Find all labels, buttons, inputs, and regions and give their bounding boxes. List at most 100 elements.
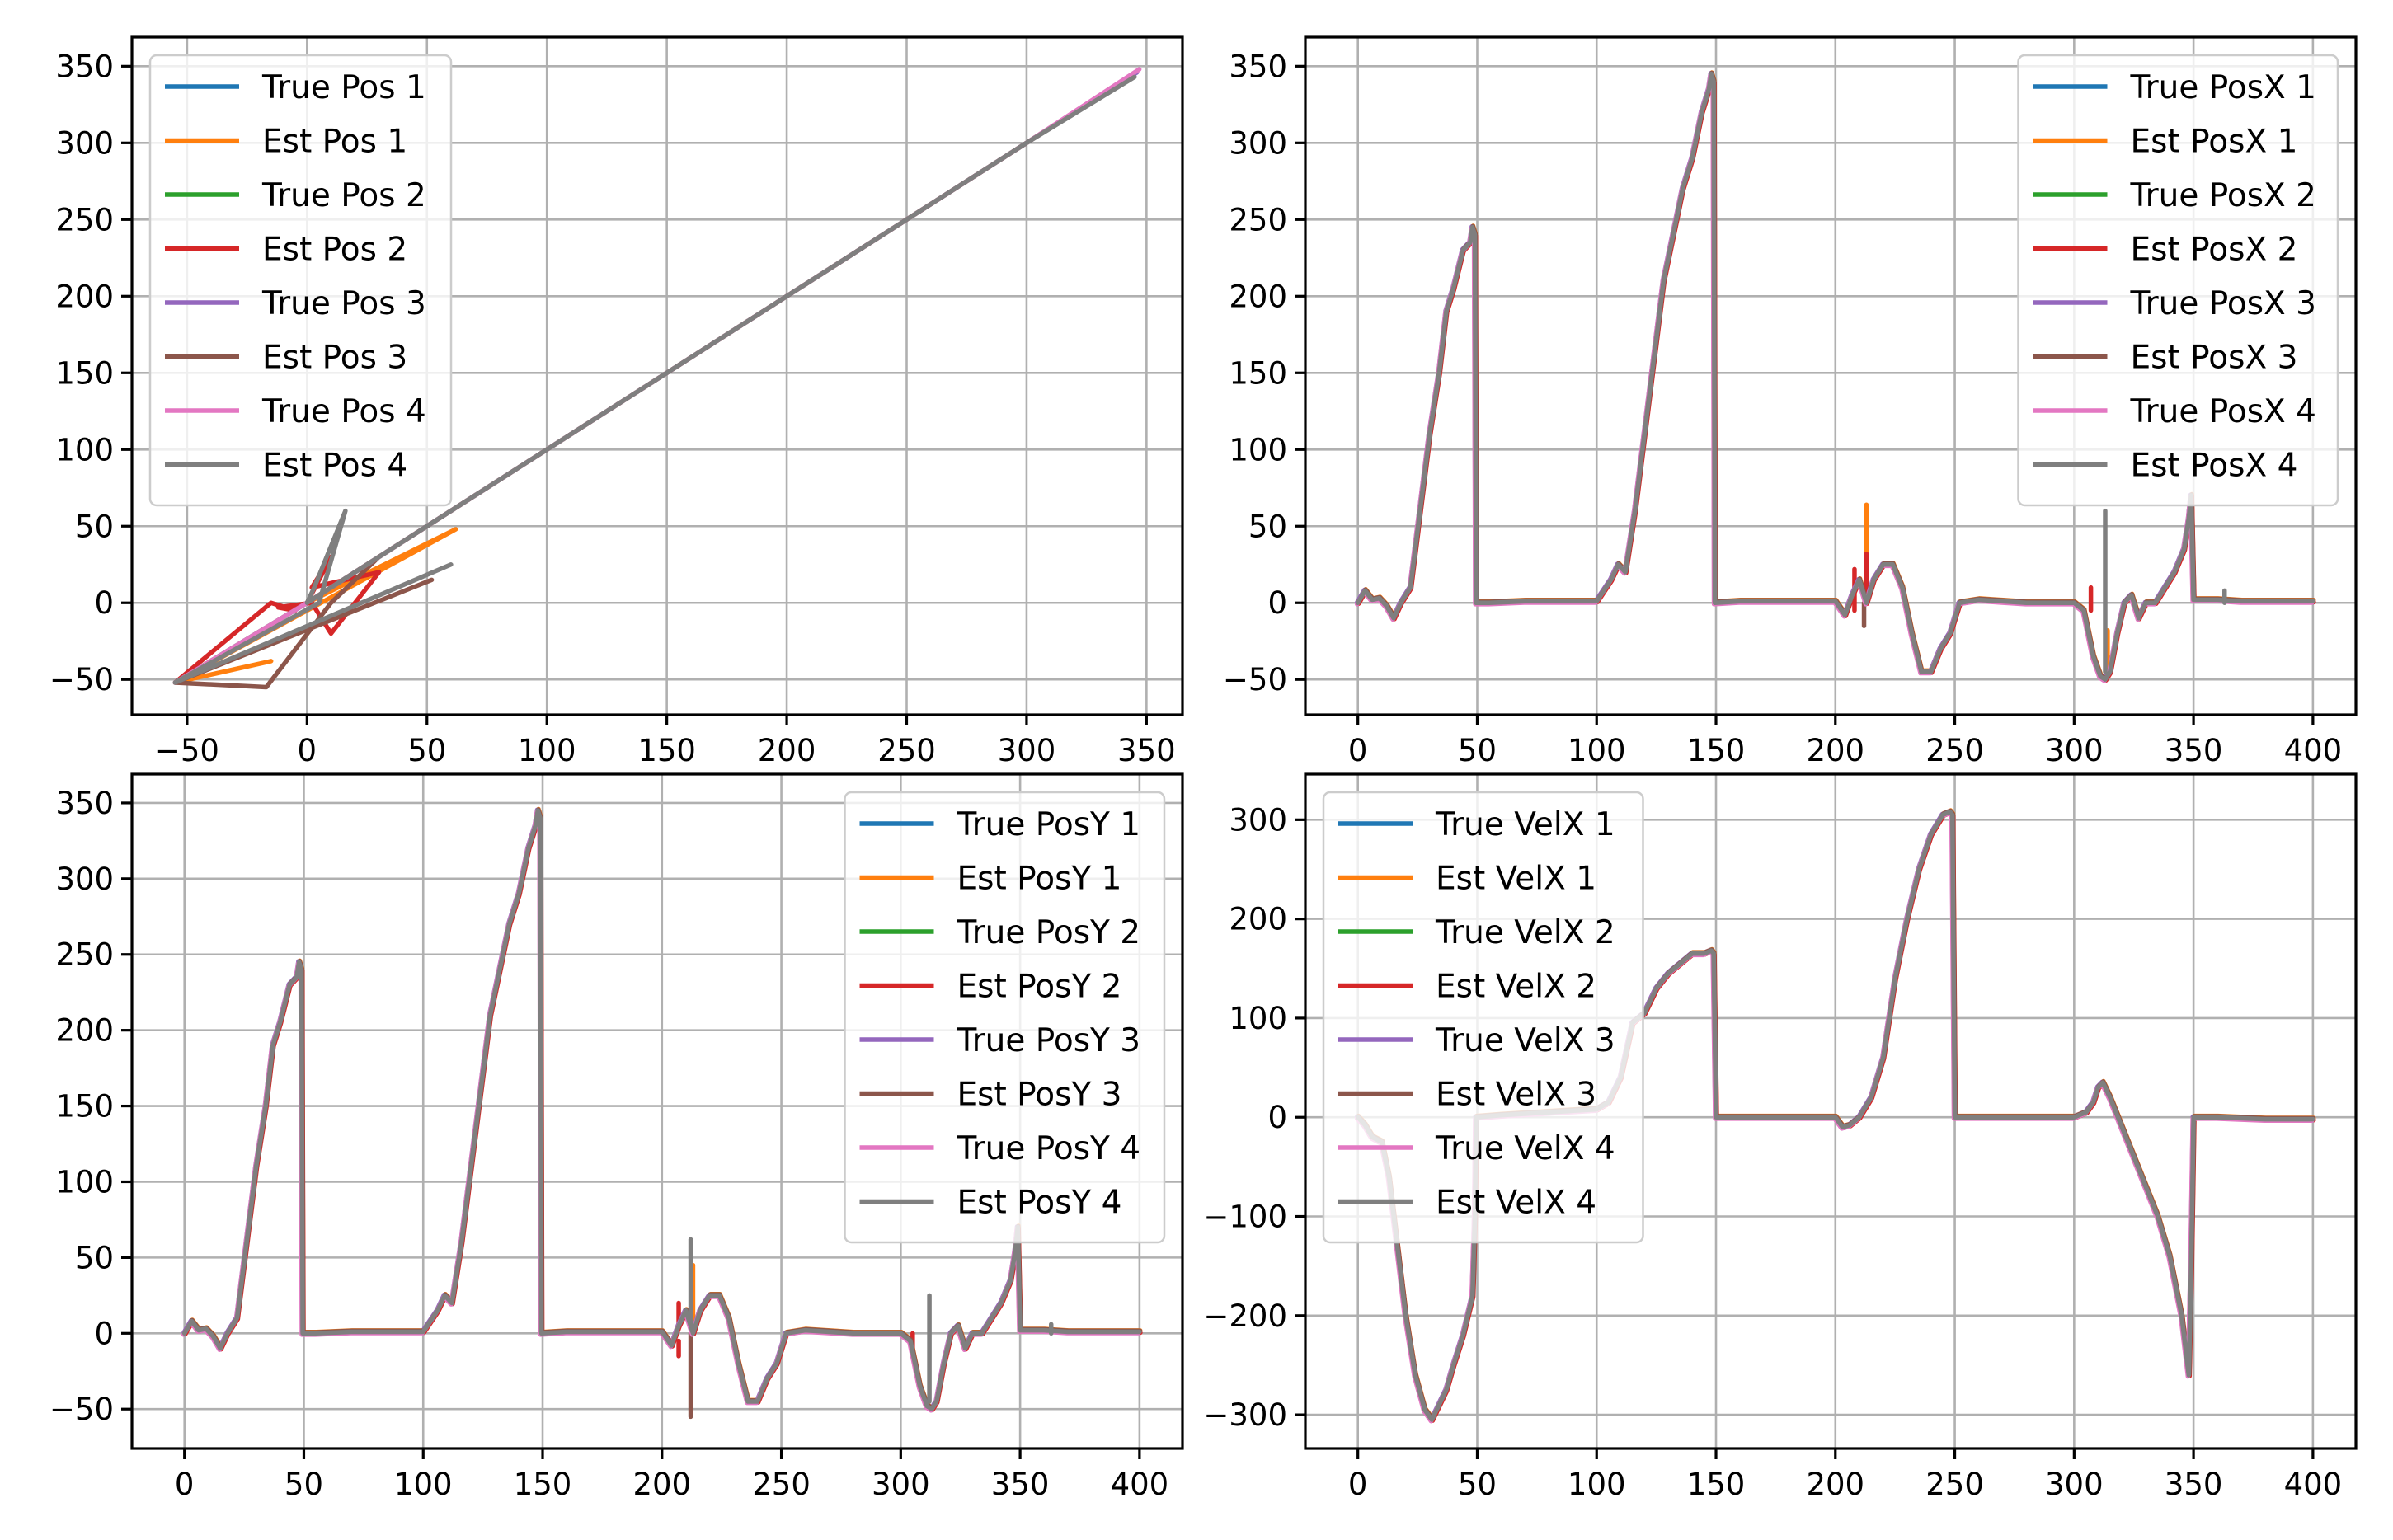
- x-tick-label: 0: [175, 1467, 195, 1502]
- legend-label: Est PosY 4: [957, 1185, 1122, 1222]
- y-tick-label: 50: [1248, 509, 1287, 544]
- y-tick-label: −50: [49, 1392, 114, 1427]
- legend-item: True PosX 3: [2033, 285, 2316, 322]
- x-tick-label: 300: [998, 733, 1056, 768]
- y-tick-label: 100: [55, 1164, 114, 1200]
- y-axis: −50 0 50 100 150 200 250 300 350: [49, 49, 132, 697]
- x-tick-label: 350: [1117, 733, 1176, 768]
- legend-item: True PosY 2: [859, 914, 1141, 951]
- legend-label: Est PosY 1: [957, 861, 1122, 898]
- x-tick-label: 250: [877, 733, 936, 768]
- y-tick-label: 150: [1229, 355, 1287, 391]
- y-tick-label: 350: [55, 49, 114, 84]
- plot-area: [1354, 70, 2316, 683]
- y-tick-label: −300: [1203, 1397, 1287, 1433]
- x-tick-label: 50: [1458, 1467, 1497, 1502]
- legend-item: Est VelX 1: [1338, 861, 1596, 898]
- legend-label: True PosY 2: [957, 914, 1141, 951]
- x-tick-label: 200: [1806, 1467, 1864, 1502]
- y-tick-label: 200: [1229, 902, 1287, 937]
- axes-frame: [1304, 35, 2358, 716]
- x-tick-label: 50: [407, 733, 446, 768]
- legend-label: True PosY 1: [957, 806, 1141, 843]
- legend-item: True VelX 3: [1338, 1022, 1615, 1059]
- legend-label: True PosX 1: [2130, 69, 2316, 106]
- x-tick-label: 250: [1925, 733, 1984, 768]
- y-tick-label: 0: [94, 585, 114, 621]
- y-axis: −300 −200 −100 0 100 200 300: [1203, 802, 1305, 1433]
- legend-item: Est PosX 3: [2033, 340, 2297, 377]
- series-line: [1355, 71, 2315, 682]
- legend-item: True PosX 4: [2033, 393, 2316, 430]
- legend-item: Est PosY 4: [859, 1185, 1122, 1222]
- legend-label: True VelX 4: [1435, 1130, 1615, 1167]
- legend-item: Est Pos 1: [165, 124, 407, 161]
- plot-area: [172, 67, 1142, 690]
- y-axis: −50 0 50 100 150 200 250 300 350: [49, 786, 132, 1427]
- legend-label: Est PosY 2: [957, 969, 1122, 1006]
- legend-item: Est PosY 1: [859, 861, 1122, 898]
- legend-item: Est VelX 4: [1338, 1185, 1596, 1222]
- legend-item: Est PosX 4: [2033, 448, 2297, 485]
- x-tick-label: 50: [1458, 733, 1497, 768]
- y-tick-label: 150: [55, 355, 114, 391]
- legend-frame: [844, 791, 1166, 1244]
- x-tick-label: 150: [637, 733, 696, 768]
- legend-label: Est Pos 4: [262, 448, 407, 485]
- y-tick-label: 0: [1267, 585, 1287, 621]
- legend-label: True VelX 2: [1435, 914, 1615, 951]
- legend-label: True Pos 3: [261, 285, 426, 322]
- legend-item: Est PosY 2: [859, 969, 1122, 1006]
- legend-label: Est VelX 3: [1436, 1077, 1596, 1114]
- axes-frame: [130, 35, 1184, 716]
- x-tick-label: 150: [514, 1467, 572, 1502]
- legend-item: True Pos 4: [165, 393, 426, 430]
- axes-frame: [1304, 772, 2358, 1450]
- y-tick-label: −50: [49, 662, 114, 697]
- x-tick-label: 100: [518, 733, 576, 768]
- legend-label: True VelX 3: [1435, 1022, 1615, 1059]
- y-tick-label: 300: [55, 862, 114, 897]
- legend-frame: [148, 54, 453, 507]
- x-tick-label: −50: [155, 733, 219, 768]
- x-tick-label: 150: [1687, 1467, 1746, 1502]
- legend-item: True VelX 1: [1338, 806, 1615, 843]
- x-tick-label: 100: [1568, 1467, 1626, 1502]
- legend-label: Est PosX 2: [2131, 232, 2298, 269]
- legend-label: Est Pos 1: [262, 124, 407, 161]
- legend-item: True PosY 1: [859, 806, 1141, 843]
- legend-label: Est PosY 3: [957, 1077, 1122, 1114]
- x-tick-label: 200: [758, 733, 816, 768]
- legend-label: True PosX 2: [2130, 177, 2316, 214]
- legend-label: True Pos 2: [261, 177, 426, 214]
- legend-label: True PosY 3: [957, 1022, 1141, 1059]
- subplot-velocity-x-vs-time: 0 50 100 150 200 250 300 350 400 −300 −200 −100 0 100…: [1203, 772, 2358, 1502]
- x-tick-label: 0: [1348, 733, 1368, 768]
- legend-label: Est PosX 1: [2131, 124, 2298, 161]
- legend-item: True VelX 4: [1338, 1130, 1615, 1167]
- legend-item: True Pos 3: [165, 285, 426, 322]
- axes-frame: [130, 772, 1184, 1450]
- y-tick-label: 50: [75, 509, 114, 544]
- legend: True VelX 1 Est VelX 1 True VelX 2 Est VelX…: [1322, 791, 1644, 1244]
- x-tick-label: 0: [298, 733, 317, 768]
- series-line: [1355, 809, 2315, 1422]
- x-tick-label: 350: [2165, 1467, 2223, 1502]
- legend-item: True Pos 2: [165, 177, 426, 214]
- legend: True PosY 1 Est PosY 1 True PosY 2 Est PosY…: [844, 791, 1166, 1244]
- x-tick-label: 100: [1568, 733, 1626, 768]
- x-tick-label: 0: [1348, 1467, 1368, 1502]
- legend-item: Est Pos 2: [165, 232, 407, 269]
- y-tick-label: 50: [75, 1240, 114, 1275]
- plot-area: [1354, 808, 2316, 1424]
- legend-label: True PosX 4: [2130, 393, 2316, 430]
- y-tick-label: 350: [1229, 49, 1287, 84]
- y-tick-label: 200: [55, 279, 114, 314]
- x-axis: 0 50 100 150 200 250 300 350 400: [175, 1448, 1168, 1502]
- x-tick-label: 300: [872, 1467, 930, 1502]
- x-tick-label: 300: [2045, 733, 2104, 768]
- subplot-position-y-vs-time: 0 50 100 150 200 250 300 350 400 −50 0 50 100 150 200 2…: [49, 772, 1184, 1502]
- legend-label: Est VelX 4: [1436, 1185, 1596, 1222]
- y-tick-label: 250: [55, 202, 114, 237]
